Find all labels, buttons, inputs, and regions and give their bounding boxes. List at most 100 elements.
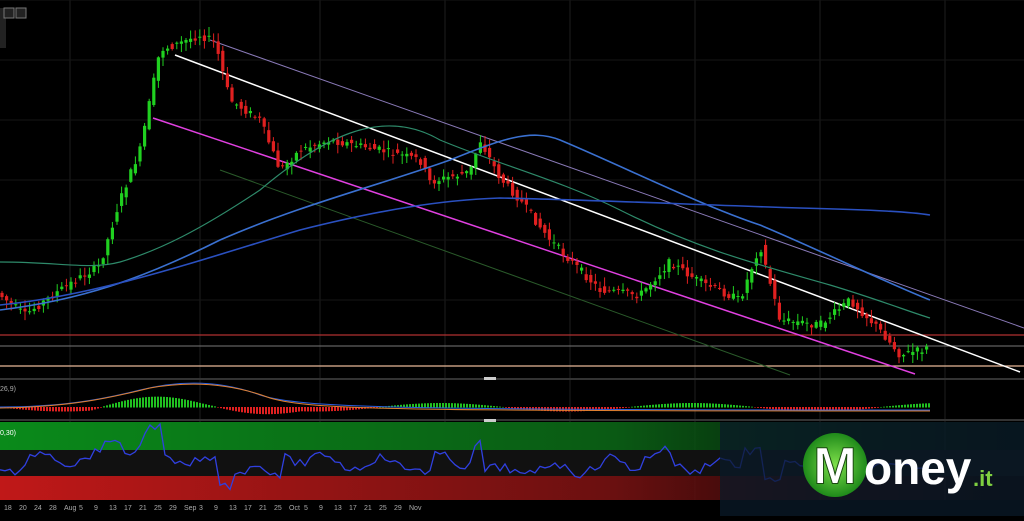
- macd-bar: [472, 404, 474, 408]
- macd-bar: [625, 407, 627, 408]
- macd-bar: [43, 407, 45, 412]
- candle-body: [437, 181, 441, 185]
- candle-body: [423, 157, 427, 169]
- x-tick-label: 21: [364, 505, 372, 512]
- candle-body: [0, 292, 4, 298]
- macd-bar: [94, 407, 96, 410]
- candle-body: [110, 227, 114, 240]
- candle-body: [276, 150, 280, 167]
- macd-bar: [916, 403, 918, 408]
- candle-body: [290, 161, 294, 166]
- refresh-button[interactable]: [3, 7, 15, 19]
- macd-bar: [802, 407, 804, 412]
- candle-body: [915, 347, 919, 352]
- macd-bar: [172, 397, 174, 408]
- candle-body: [124, 187, 128, 198]
- macd-bar: [766, 407, 768, 409]
- candle-body: [156, 57, 160, 81]
- candle-body: [175, 42, 179, 44]
- macd-bar: [76, 407, 78, 412]
- macd-bar: [886, 406, 888, 408]
- macd-bar: [403, 404, 405, 408]
- x-tick-label: Sep: [184, 505, 197, 512]
- macd-bar: [457, 403, 459, 408]
- macd-bar: [82, 407, 84, 412]
- macd-bar: [712, 403, 714, 408]
- candle-body: [837, 309, 841, 311]
- x-tick-label: 24: [34, 505, 42, 512]
- macd-bar: [130, 399, 132, 408]
- macd-bar: [247, 407, 249, 414]
- macd-bar: [334, 407, 336, 412]
- macd-bar: [679, 403, 681, 408]
- candle-body: [308, 147, 312, 152]
- candle-body: [750, 269, 754, 283]
- macd-bar: [790, 407, 792, 411]
- candle-body: [575, 261, 579, 265]
- macd-bar: [112, 403, 114, 408]
- x-tick-label: 25: [379, 505, 387, 512]
- macd-bar: [691, 403, 693, 408]
- candle-body: [377, 146, 381, 150]
- candle-body: [649, 284, 653, 290]
- macd-bar: [676, 403, 678, 408]
- candle-body: [115, 212, 119, 222]
- candle-body: [644, 288, 648, 292]
- candle-body: [101, 258, 105, 265]
- macd-bar: [469, 404, 471, 408]
- macd-bar: [862, 407, 864, 410]
- macd-bar: [70, 407, 72, 412]
- macd-bar: [121, 401, 123, 408]
- macd-bar: [448, 403, 450, 408]
- macd-bar: [52, 407, 54, 412]
- macd-bar: [202, 403, 204, 408]
- macd-bar: [211, 405, 213, 408]
- macd-bar: [640, 405, 642, 408]
- macd-bar: [307, 407, 309, 412]
- x-tick-label: 17: [349, 505, 357, 512]
- candle-body: [810, 325, 814, 328]
- candle-body: [782, 320, 786, 322]
- candle-body: [469, 166, 473, 175]
- macd-bar: [139, 397, 141, 408]
- macd-bar: [157, 396, 159, 408]
- macd-bar: [148, 396, 150, 408]
- macd-bar: [874, 407, 876, 409]
- settings-button[interactable]: [15, 7, 27, 19]
- candle-body: [860, 307, 864, 317]
- macd-bar: [262, 407, 264, 415]
- macd-bar: [358, 407, 360, 410]
- logo-initial: M: [813, 438, 856, 496]
- macd-bar: [136, 398, 138, 408]
- macd-bar: [226, 407, 228, 410]
- candle-body: [373, 144, 377, 149]
- logo-circle: [803, 433, 867, 497]
- candle-body: [851, 299, 855, 307]
- macd-bar: [268, 407, 270, 415]
- candle-body: [658, 275, 662, 279]
- candle-body: [879, 323, 883, 330]
- candle-body: [630, 292, 634, 295]
- candle-body: [317, 144, 321, 149]
- candle-body: [902, 354, 906, 357]
- macd-bar: [175, 397, 177, 408]
- candle-body: [235, 104, 239, 106]
- macd-bar: [343, 407, 345, 411]
- candle-body: [543, 224, 547, 233]
- candle-body: [166, 48, 170, 51]
- macd-bar: [232, 407, 234, 411]
- macd-bar: [271, 407, 273, 415]
- candle-body: [819, 320, 823, 327]
- candle-body: [538, 218, 542, 228]
- candles: [0, 27, 929, 364]
- candle-body: [492, 161, 496, 167]
- candle-body: [814, 321, 818, 328]
- candle-body: [534, 213, 538, 225]
- candle-body: [455, 176, 459, 179]
- candle-body: [432, 180, 436, 184]
- candle-body: [281, 165, 285, 167]
- macd-bar: [526, 407, 528, 410]
- macd-bar: [670, 403, 672, 408]
- macd-bar: [688, 403, 690, 408]
- candle-body: [120, 193, 124, 206]
